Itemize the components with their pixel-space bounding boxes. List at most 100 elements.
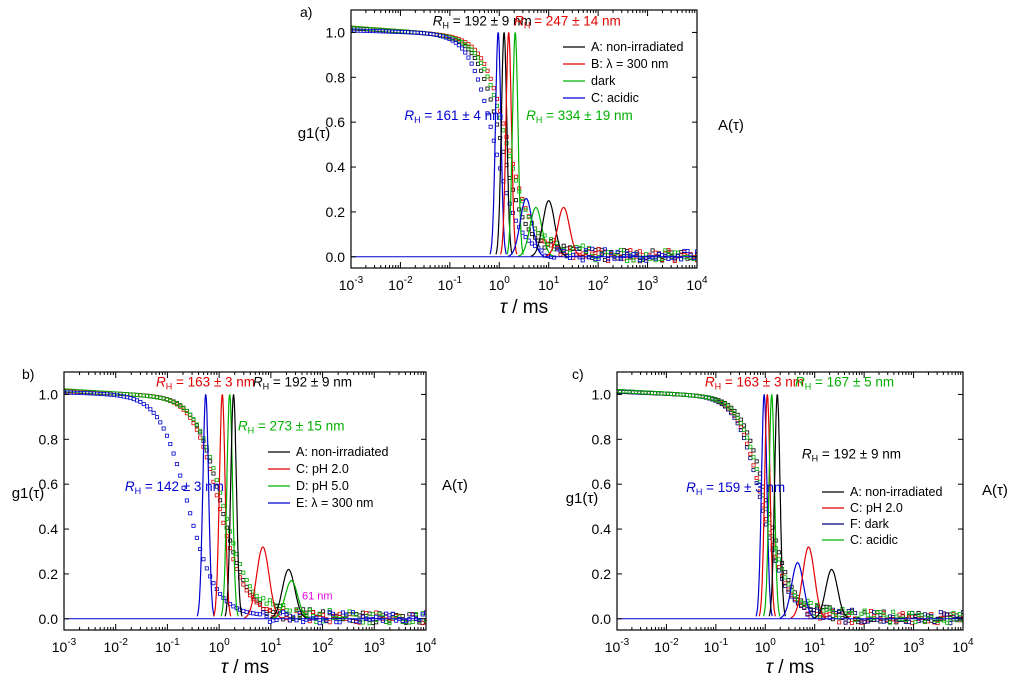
correlation-point <box>221 512 226 517</box>
correlation-point <box>751 463 756 468</box>
correlation-point <box>735 421 740 426</box>
legend-entry: A: non-irradiated <box>591 40 683 54</box>
correlation-point <box>561 248 566 253</box>
y-tick-label: 0.2 <box>39 566 59 582</box>
x-tick-label: 102 <box>588 275 610 293</box>
x-tick-exponent: -3 <box>620 637 629 648</box>
correlation-point <box>475 55 480 60</box>
x-tick-base: 10 <box>854 639 870 655</box>
correlation-point <box>479 56 484 61</box>
correlation-point <box>837 608 842 613</box>
correlation-point <box>214 484 219 489</box>
correlation-point <box>350 610 355 615</box>
correlation-point <box>491 92 496 97</box>
correlation-point <box>456 43 461 48</box>
y-axis-label: g1(τ) <box>566 490 599 507</box>
correlation-point <box>331 611 336 616</box>
correlation-point <box>776 557 781 562</box>
correlation-point <box>501 149 506 154</box>
correlation-point <box>628 248 633 253</box>
correlation-point <box>420 620 425 625</box>
annotation-symbol: R <box>404 108 414 123</box>
correlation-point <box>625 258 630 263</box>
plot-area <box>617 389 963 626</box>
y-axis-label-right: A(τ) <box>442 477 468 494</box>
correlation-point <box>254 593 259 598</box>
correlation-point <box>485 74 490 79</box>
correlation-point <box>390 611 395 616</box>
y-tick-label: 0.2 <box>592 566 612 582</box>
correlation-point <box>469 51 474 56</box>
correlation-point <box>507 148 512 153</box>
correlation-point <box>488 83 493 88</box>
correlation-point <box>463 50 468 55</box>
correlation-point <box>827 606 832 611</box>
correlation-point <box>327 620 332 625</box>
correlation-point <box>135 392 140 397</box>
correlation-point <box>606 257 611 262</box>
correlation-point <box>488 97 493 102</box>
correlation-point <box>786 578 791 583</box>
correlation-point <box>274 617 279 622</box>
correlation-point <box>204 566 209 571</box>
legend: A: non-irradiated B: λ = 300 nm dark C: aci… <box>563 40 683 105</box>
correlation-point <box>808 601 813 606</box>
correlation-point <box>738 417 743 422</box>
correlation-point <box>466 44 471 49</box>
correlation-point <box>264 607 269 612</box>
correlation-point <box>849 610 854 615</box>
correlation-point <box>910 611 915 616</box>
correlation-point <box>672 255 677 260</box>
correlation-point <box>748 438 753 443</box>
correlation-point <box>244 588 249 593</box>
annotation-subscript: H <box>536 115 543 125</box>
correlation-point <box>900 611 905 616</box>
correlation-point <box>618 257 623 262</box>
correlation-point <box>472 68 477 73</box>
correlation-point <box>618 251 623 256</box>
x-tick-label: 103 <box>637 275 659 293</box>
x-tick-label: 10-1 <box>155 637 180 655</box>
x-axis-label: τ / ms <box>766 657 814 678</box>
correlation-point <box>128 392 133 397</box>
x-tick-exponent: 2 <box>603 275 609 286</box>
correlation-point <box>410 619 415 624</box>
correlation-point <box>738 425 743 430</box>
correlation-point <box>695 252 697 257</box>
x-tick-label: 10-2 <box>388 275 413 293</box>
correlation-point <box>194 422 199 427</box>
correlation-point <box>862 608 867 613</box>
correlation-point <box>887 620 892 625</box>
y-tick-label: 0.0 <box>39 611 59 627</box>
correlation-point <box>644 256 649 261</box>
correlation-point <box>954 613 959 618</box>
axes-frame <box>616 371 964 631</box>
annotation-value: 61 nm <box>302 591 333 603</box>
correlation-point <box>264 611 269 616</box>
correlation-point <box>450 38 455 43</box>
x-tick-base: 10 <box>415 639 431 655</box>
correlation-point <box>321 613 326 618</box>
correlation-point <box>311 614 316 619</box>
x-tick-exponent: -2 <box>404 275 413 286</box>
correlation-point <box>194 423 199 428</box>
correlation-point <box>679 257 684 262</box>
correlation-point <box>853 611 858 616</box>
correlation-point <box>231 604 236 609</box>
legend: A: non-irradiated C: pH 2.0 D: pH 5.0 E: λ … <box>268 445 388 510</box>
correlation-point <box>504 191 509 196</box>
correlation-point <box>637 249 642 254</box>
correlation-point <box>201 557 206 562</box>
correlation-point <box>168 442 173 447</box>
correlation-point <box>596 247 601 252</box>
correlation-point <box>482 77 487 82</box>
correlation-point <box>741 436 746 441</box>
correlation-point <box>374 610 379 615</box>
y-axis-label-right: A(τ) <box>982 482 1008 499</box>
correlation-point <box>913 620 918 625</box>
correlation-point <box>244 609 249 614</box>
x-tick-exponent: 0 <box>224 637 230 648</box>
correlation-point <box>919 616 924 621</box>
x-tick-label: 104 <box>415 637 437 655</box>
x-tick-base: 10 <box>260 639 276 655</box>
